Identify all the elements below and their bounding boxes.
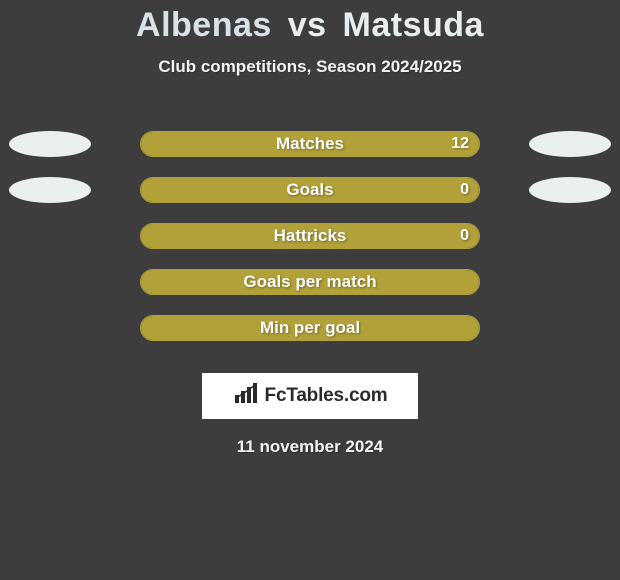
stat-row: Goals per match xyxy=(0,259,620,305)
stat-bar: Matches12 xyxy=(140,131,480,157)
vs-text: vs xyxy=(288,6,327,44)
page-title: Albenas vs Matsuda xyxy=(0,6,620,45)
stat-value-right: 0 xyxy=(460,227,469,245)
chart-icon xyxy=(233,383,259,410)
player-photo-placeholder xyxy=(9,177,91,203)
source-logo[interactable]: FcTables.com xyxy=(202,373,418,419)
player-photo-placeholder xyxy=(529,177,611,203)
stat-label: Min per goal xyxy=(141,318,479,338)
right-photo-slot xyxy=(520,177,620,203)
stat-row: Hattricks0 xyxy=(0,213,620,259)
comparison-card: Albenas vs Matsuda Club competitions, Se… xyxy=(0,0,620,457)
stat-label: Goals per match xyxy=(141,272,479,292)
left-photo-slot xyxy=(0,131,100,157)
stat-label: Hattricks xyxy=(141,226,479,246)
stat-bar: Min per goal xyxy=(140,315,480,341)
left-photo-slot xyxy=(0,177,100,203)
stat-value-right: 12 xyxy=(451,135,469,153)
stat-label: Goals xyxy=(141,180,479,200)
player-photo-placeholder xyxy=(9,131,91,157)
player1-name: Albenas xyxy=(136,6,272,44)
logo-text: FcTables.com xyxy=(265,385,388,407)
stat-bar: Goals per match xyxy=(140,269,480,295)
stats-rows: Matches12Goals0Hattricks0Goals per match… xyxy=(0,121,620,351)
subtitle: Club competitions, Season 2024/2025 xyxy=(0,57,620,77)
stat-row: Goals0 xyxy=(0,167,620,213)
logo-inner: FcTables.com xyxy=(233,383,388,410)
stat-row: Min per goal xyxy=(0,305,620,351)
stat-bar: Goals0 xyxy=(140,177,480,203)
right-photo-slot xyxy=(520,131,620,157)
stat-row: Matches12 xyxy=(0,121,620,167)
stat-value-right: 0 xyxy=(460,181,469,199)
stat-label: Matches xyxy=(141,134,479,154)
date-text: 11 november 2024 xyxy=(0,437,620,457)
player2-name: Matsuda xyxy=(343,6,484,44)
player-photo-placeholder xyxy=(529,131,611,157)
stat-bar: Hattricks0 xyxy=(140,223,480,249)
